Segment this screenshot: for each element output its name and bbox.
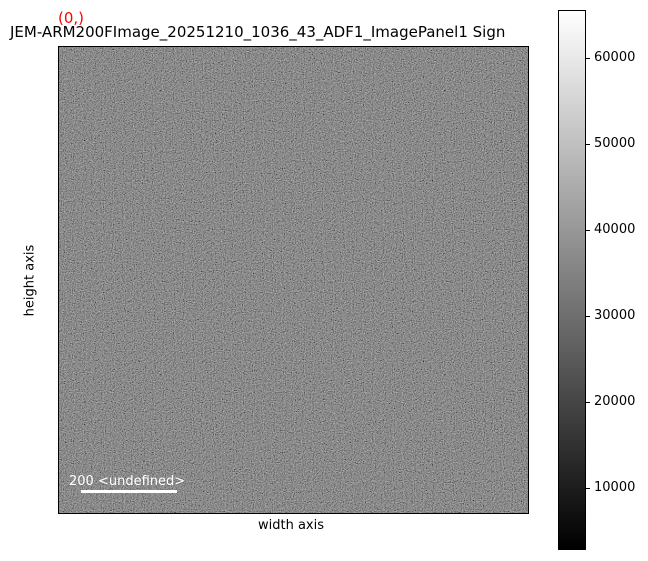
x-axis-label: width axis: [258, 518, 325, 533]
colorbar-tick: [586, 488, 590, 490]
colorbar-tick-label: 50000: [594, 135, 636, 151]
plot-title: JEM-ARM200FImage_20251210_1036_43_ADF1_I…: [10, 23, 506, 41]
colorbar-tick: [586, 229, 590, 231]
y-axis-label: height axis: [22, 244, 38, 317]
colorbar-tick: [586, 57, 590, 59]
colorbar-tick-label: 10000: [594, 480, 636, 496]
scalebar-label: 200 <undefined>: [69, 474, 186, 489]
image-texture: [59, 47, 528, 513]
colorbar-tick: [586, 401, 590, 403]
colorbar-tick-label: 30000: [594, 307, 636, 323]
colorbar-tick-label: 20000: [594, 393, 636, 409]
colorbar-tick: [586, 143, 590, 145]
coordinate-label: (0,): [58, 9, 85, 27]
colorbar-tick: [586, 315, 590, 317]
colorbar: [558, 10, 586, 550]
colorbar-tick-label: 60000: [594, 49, 636, 65]
colorbar-tick-label: 40000: [594, 221, 636, 237]
image-panel[interactable]: 200 <undefined>: [58, 46, 529, 514]
scalebar: [81, 490, 177, 493]
